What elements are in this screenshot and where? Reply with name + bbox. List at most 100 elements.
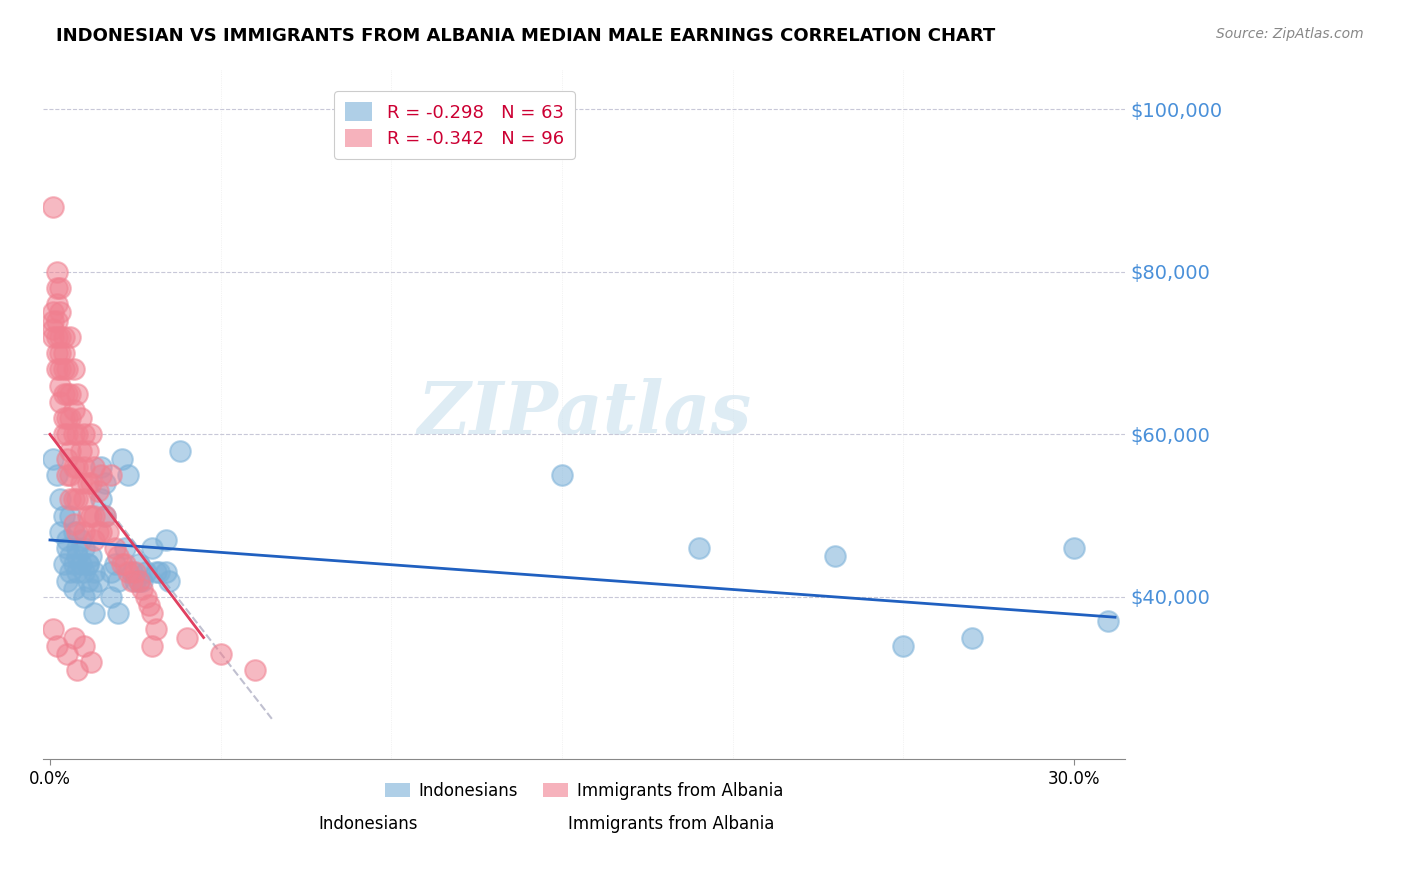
- Point: [90, 459, 112, 474]
- Point: [66, 386, 89, 401]
- Text: Indonesians: Indonesians: [318, 814, 418, 833]
- Point: [80, 427, 103, 442]
- Point: [155, 533, 177, 547]
- Point: [93, 476, 115, 491]
- Point: [107, 549, 129, 564]
- Point: [73, 590, 96, 604]
- Point: [111, 558, 134, 572]
- Point: [49, 281, 72, 295]
- Point: [1063, 541, 1085, 555]
- Point: [83, 508, 105, 523]
- Point: [80, 508, 103, 523]
- Point: [56, 411, 79, 425]
- Point: [893, 639, 915, 653]
- Point: [52, 330, 75, 344]
- Point: [80, 476, 103, 491]
- Point: [56, 541, 79, 555]
- Point: [63, 403, 86, 417]
- Point: [42, 451, 65, 466]
- Text: ZIPatlas: ZIPatlas: [418, 378, 751, 450]
- Point: [56, 386, 79, 401]
- Point: [100, 467, 122, 482]
- Point: [45, 346, 67, 360]
- Point: [66, 566, 89, 580]
- Point: [83, 606, 105, 620]
- Point: [52, 411, 75, 425]
- Point: [128, 574, 150, 588]
- Point: [63, 427, 86, 442]
- Point: [117, 467, 139, 482]
- Point: [824, 549, 846, 564]
- Point: [59, 566, 82, 580]
- Point: [69, 476, 91, 491]
- Point: [49, 394, 72, 409]
- Point: [124, 566, 146, 580]
- Legend: Indonesians, Immigrants from Albania: Indonesians, Immigrants from Albania: [378, 775, 790, 806]
- Point: [59, 549, 82, 564]
- Point: [128, 558, 150, 572]
- Point: [69, 411, 91, 425]
- Point: [135, 590, 157, 604]
- Point: [97, 524, 120, 539]
- Point: [69, 558, 91, 572]
- Point: [45, 330, 67, 344]
- Point: [73, 566, 96, 580]
- Point: [66, 524, 89, 539]
- Point: [73, 459, 96, 474]
- Point: [63, 492, 86, 507]
- Point: [52, 362, 75, 376]
- Point: [169, 443, 191, 458]
- Text: Source: ZipAtlas.com: Source: ZipAtlas.com: [1216, 27, 1364, 41]
- Point: [49, 330, 72, 344]
- Point: [45, 362, 67, 376]
- Point: [66, 492, 89, 507]
- Point: [73, 492, 96, 507]
- Point: [135, 566, 157, 580]
- Point: [80, 549, 103, 564]
- Point: [111, 451, 134, 466]
- Point: [49, 362, 72, 376]
- Point: [73, 639, 96, 653]
- Point: [49, 346, 72, 360]
- Point: [56, 427, 79, 442]
- Point: [87, 574, 110, 588]
- Point: [45, 639, 67, 653]
- Point: [42, 305, 65, 319]
- Point: [56, 574, 79, 588]
- Point: [66, 541, 89, 555]
- Point: [73, 541, 96, 555]
- Point: [76, 476, 98, 491]
- Point: [176, 631, 198, 645]
- Point: [87, 524, 110, 539]
- Point: [69, 443, 91, 458]
- Point: [73, 427, 96, 442]
- Point: [52, 508, 75, 523]
- Point: [42, 313, 65, 327]
- Point: [63, 524, 86, 539]
- Point: [90, 524, 112, 539]
- Point: [59, 411, 82, 425]
- Point: [80, 655, 103, 669]
- Point: [52, 558, 75, 572]
- Point: [124, 574, 146, 588]
- Point: [59, 467, 82, 482]
- Point: [66, 427, 89, 442]
- Point: [114, 558, 136, 572]
- Point: [59, 386, 82, 401]
- Point: [59, 508, 82, 523]
- Point: [114, 541, 136, 555]
- Point: [49, 378, 72, 392]
- Point: [63, 516, 86, 531]
- Point: [121, 566, 143, 580]
- Point: [73, 524, 96, 539]
- Point: [66, 459, 89, 474]
- Point: [49, 305, 72, 319]
- Point: [138, 598, 160, 612]
- Point: [159, 574, 181, 588]
- Point: [107, 574, 129, 588]
- Point: [83, 533, 105, 547]
- Point: [87, 484, 110, 499]
- Point: [56, 451, 79, 466]
- Point: [45, 297, 67, 311]
- Point: [104, 558, 127, 572]
